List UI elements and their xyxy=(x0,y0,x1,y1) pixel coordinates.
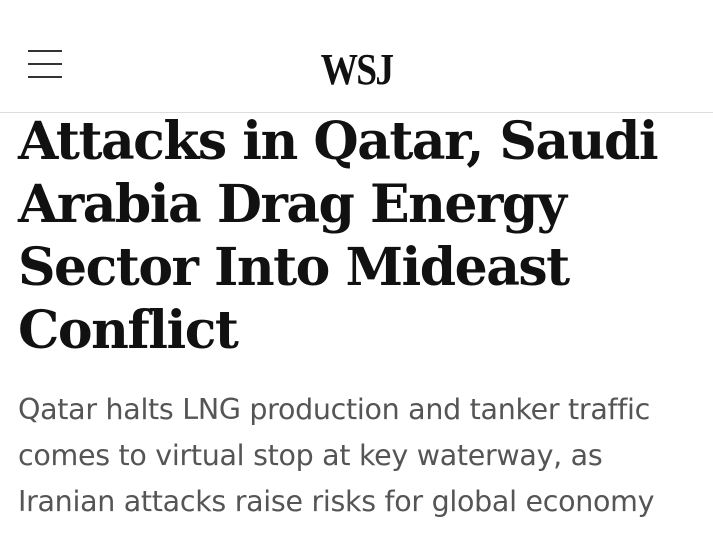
logo[interactable]: WSJ xyxy=(320,45,395,94)
menu-button[interactable] xyxy=(28,50,62,80)
dek: Qatar halts LNG production and tanker tr… xyxy=(18,393,655,518)
top-bar: WSJ xyxy=(0,0,713,113)
headline: Attacks in Qatar, Saudi Arabia Drag Ener… xyxy=(18,111,659,361)
